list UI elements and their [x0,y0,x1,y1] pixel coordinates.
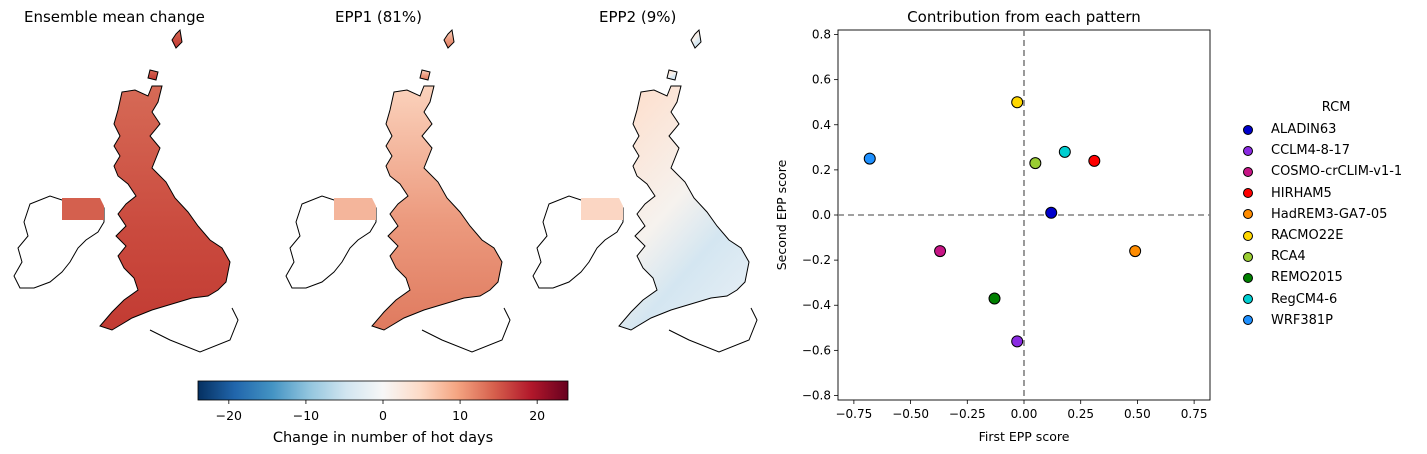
legend-marker [1243,124,1253,135]
legend-marker [1243,230,1253,241]
legend-label: HIRHAM5 [1271,185,1332,201]
y-tick-label: 0.6 [812,73,831,87]
legend-item: HIRHAM5 [1240,183,1402,204]
x-tick-label: 0.75 [1181,407,1208,421]
scatter-point [1088,154,1101,167]
y-axis-label: Second EPP score [774,159,789,270]
legend-label: COSMO-crCLIM-v1-1 [1271,164,1403,180]
x-tick-label: 0.00 [1011,407,1038,421]
y-tick-label: 0.2 [812,163,831,177]
colorbar-tick-label: −20 [216,408,242,423]
y-tick-label: −0.8 [802,388,831,402]
legend-marker [1243,145,1253,156]
legend-item: REMO2015 [1240,267,1402,288]
legend-marker [1243,272,1253,283]
map-epp1 [285,29,511,353]
scatter-point [1011,96,1024,109]
map-title-epp1: EPP1 (81%) [335,8,422,26]
scatter-point [1129,245,1142,258]
legend-label: WRF381P [1271,312,1334,328]
x-tick-label: −0.75 [835,407,872,421]
map-title-ensemble-mean: Ensemble mean change [24,8,205,26]
legend-label: HadREM3-GA7-05 [1271,206,1388,222]
legend-item: RCA4 [1240,246,1402,267]
scatter-point [1058,145,1071,158]
colorbar-tick-label: 0 [379,408,387,423]
legend-marker [1243,315,1253,326]
legend-item: RACMO22E [1240,225,1402,246]
maps-svg [13,29,758,353]
colorbar-label: Change in number of hot days [273,430,493,446]
colorbar: −20 −10 0 10 20 Change in number of hot days [197,380,569,446]
legend-label: CCLM4-8-17 [1271,143,1351,159]
y-tick-label: 0.8 [812,28,831,42]
x-tick-label: −0.25 [949,407,986,421]
colorbar-tick-label: 20 [529,408,545,423]
x-tick-label: 0.50 [1124,407,1151,421]
legend-marker [1243,294,1253,305]
legend-label: ALADIN63 [1271,122,1337,138]
scatter-point [988,292,1001,305]
legend-item: COSMO-crCLIM-v1-1 [1240,161,1402,182]
legend-marker [1243,209,1253,220]
legend-marker [1243,166,1253,177]
y-tick-label: −0.2 [802,253,831,267]
map-epp2 [532,29,758,353]
x-tick-label: 0.25 [1067,407,1094,421]
colorbar-gradient [197,380,569,401]
legend-label: REMO2015 [1271,270,1343,286]
legend-item: RegCM4-6 [1240,289,1402,310]
x-axis-label: First EPP score [979,429,1070,444]
x-tick-label: −0.50 [892,407,929,421]
y-tick-label: 0.4 [812,118,831,132]
y-tick-label: −0.4 [802,298,831,312]
legend-title: RCM [1321,100,1351,115]
scatter-point [1029,157,1042,170]
colorbar-tick-label: 10 [452,408,468,423]
y-tick-label: 0.0 [812,208,831,222]
scatter-plot: −0.75 −0.50 −0.25 0.00 0.25 0.50 0.75 −0.8 −0.6 −… [774,28,1211,444]
legend-label: RACMO22E [1271,228,1344,244]
legend: RCM ALADIN63 CCLM4-8-17 COSMO-crCLIM-v1-1 H… [1240,100,1402,331]
legend-marker [1243,251,1253,262]
legend-label: RCA4 [1271,249,1306,265]
legend-label: RegCM4-6 [1271,291,1338,307]
colorbar-tick-label: −10 [293,408,319,423]
map-ensemble-mean [13,29,239,353]
scatter-point [1011,335,1024,348]
legend-item: ALADIN63 [1240,119,1402,140]
legend-item: CCLM4-8-17 [1240,140,1402,161]
map-title-epp2: EPP2 (9%) [599,8,677,26]
legend-marker [1243,188,1253,199]
scatter-point [934,245,947,258]
scatter-point [863,152,876,165]
scatter-title: Contribution from each pattern [907,8,1141,26]
legend-item: WRF381P [1240,310,1402,331]
legend-item: HadREM3-GA7-05 [1240,204,1402,225]
scatter-point [1045,206,1058,219]
y-tick-label: −0.6 [802,343,831,357]
